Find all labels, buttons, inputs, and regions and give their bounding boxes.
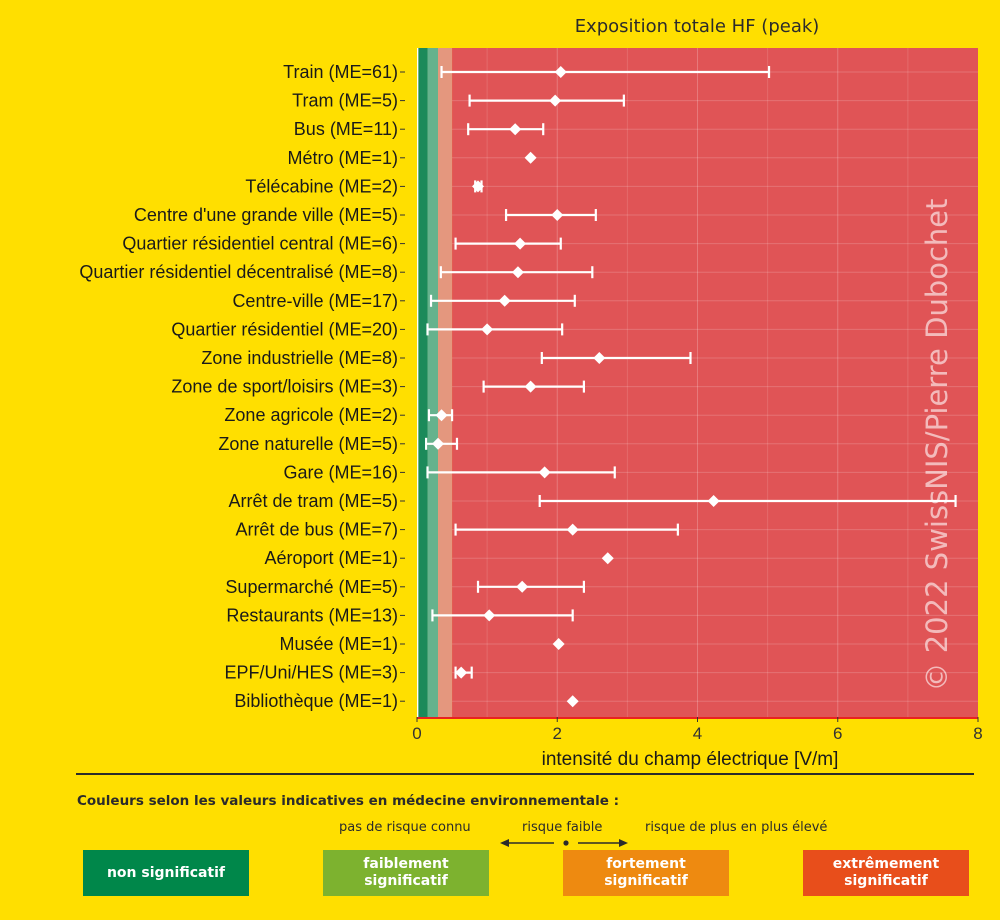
- mean-point: [552, 638, 565, 650]
- mean-point: [601, 552, 614, 565]
- x-tick-label: 0: [412, 724, 421, 743]
- background-band: [427, 48, 439, 717]
- mean-point: [538, 466, 551, 479]
- mean-point: [524, 151, 537, 164]
- mean-point: [455, 666, 468, 679]
- mean-point: [509, 123, 522, 136]
- category-label: Bus (ME=11): [294, 119, 398, 139]
- category-label: Zone naturelle (ME=5): [218, 434, 398, 454]
- category-label: Centre-ville (ME=17): [232, 291, 398, 311]
- category-label: Restaurants (ME=13): [226, 605, 398, 625]
- category-label: Gare (ME=16): [283, 462, 398, 482]
- chart-title: Exposition totale HF (peak): [575, 16, 820, 37]
- legend-box-non-significatif: non significatif: [83, 850, 249, 896]
- legend-box-extremement: extrêmement significatif: [803, 850, 969, 896]
- mean-point: [554, 66, 567, 78]
- mean-point: [432, 437, 445, 450]
- x-ticks: 0 2 4 6 8: [412, 717, 983, 743]
- mean-point: [498, 294, 511, 307]
- category-label: Quartier résidentiel (ME=20): [171, 319, 398, 339]
- mean-point: [524, 380, 537, 393]
- mean-point: [707, 495, 720, 507]
- error-bars: [425, 66, 957, 708]
- category-label: Musée (ME=1): [279, 634, 398, 654]
- category-label: Arrêt de bus (ME=7): [235, 520, 398, 540]
- background-band: [418, 48, 428, 717]
- x-axis-label: intensité du champ électrique [V/m]: [542, 749, 839, 770]
- mean-point: [593, 352, 606, 364]
- background-band: [452, 48, 978, 717]
- category-label: Tram (ME=5): [292, 91, 398, 111]
- category-label: Zone industrielle (ME=8): [201, 348, 398, 368]
- mean-point: [551, 209, 564, 221]
- legend-title: Couleurs selon les valeurs indicatives e…: [77, 793, 620, 809]
- legend-box-fortement: fortement significatif: [563, 850, 729, 896]
- rising-risk-label: risque de plus en plus élevé: [645, 820, 828, 835]
- risk-arrow-icon: [500, 839, 628, 847]
- mean-point: [566, 523, 579, 536]
- category-label: Train (ME=61): [283, 62, 398, 82]
- mean-point: [483, 609, 496, 622]
- low-risk-label: risque faible: [522, 820, 603, 835]
- x-tick-label: 6: [833, 724, 842, 743]
- mean-point: [435, 409, 448, 422]
- mean-point: [566, 695, 579, 708]
- category-label: Aéroport (ME=1): [264, 548, 398, 568]
- x-tick-label: 2: [553, 724, 562, 743]
- category-labels: Train (ME=61) Tram (ME=5) Bus (ME=11) Métro…: [79, 62, 405, 711]
- mean-point: [549, 94, 562, 107]
- category-label: Arrêt de tram (ME=5): [228, 491, 398, 511]
- mean-point: [514, 237, 527, 250]
- category-label: Supermarché (ME=5): [225, 577, 398, 597]
- x-tick-label: 8: [973, 724, 982, 743]
- mean-point: [516, 580, 529, 593]
- mean-point: [472, 180, 485, 193]
- category-label: Télécabine (ME=2): [245, 176, 398, 196]
- background-band: [417, 48, 419, 717]
- no-risk-label: pas de risque connu: [339, 820, 471, 835]
- category-label: EPF/Uni/HES (ME=3): [224, 663, 398, 683]
- background-band: [438, 48, 453, 717]
- x-tick-label: 4: [693, 724, 702, 743]
- chart: Exposition totale HF (peak) Train (ME=61…: [79, 16, 983, 770]
- category-label: Métro (ME=1): [287, 148, 398, 168]
- watermark: © 2022 SwissNIS/Pierre Dubochet: [920, 199, 954, 692]
- mean-point: [481, 323, 494, 336]
- category-label: Bibliothèque (ME=1): [234, 691, 398, 711]
- mean-point: [511, 266, 524, 279]
- category-label: Quartier résidentiel central (ME=6): [122, 234, 398, 254]
- category-label: Zone de sport/loisirs (ME=3): [171, 377, 398, 397]
- legend-divider: [76, 773, 974, 775]
- category-label: Centre d'une grande ville (ME=5): [134, 205, 398, 225]
- legend-box-faiblement: faiblement significatif: [323, 850, 489, 896]
- category-label: Quartier résidentiel décentralisé (ME=8): [79, 262, 398, 282]
- background-bands: [417, 48, 978, 717]
- category-label: Zone agricole (ME=2): [224, 405, 398, 425]
